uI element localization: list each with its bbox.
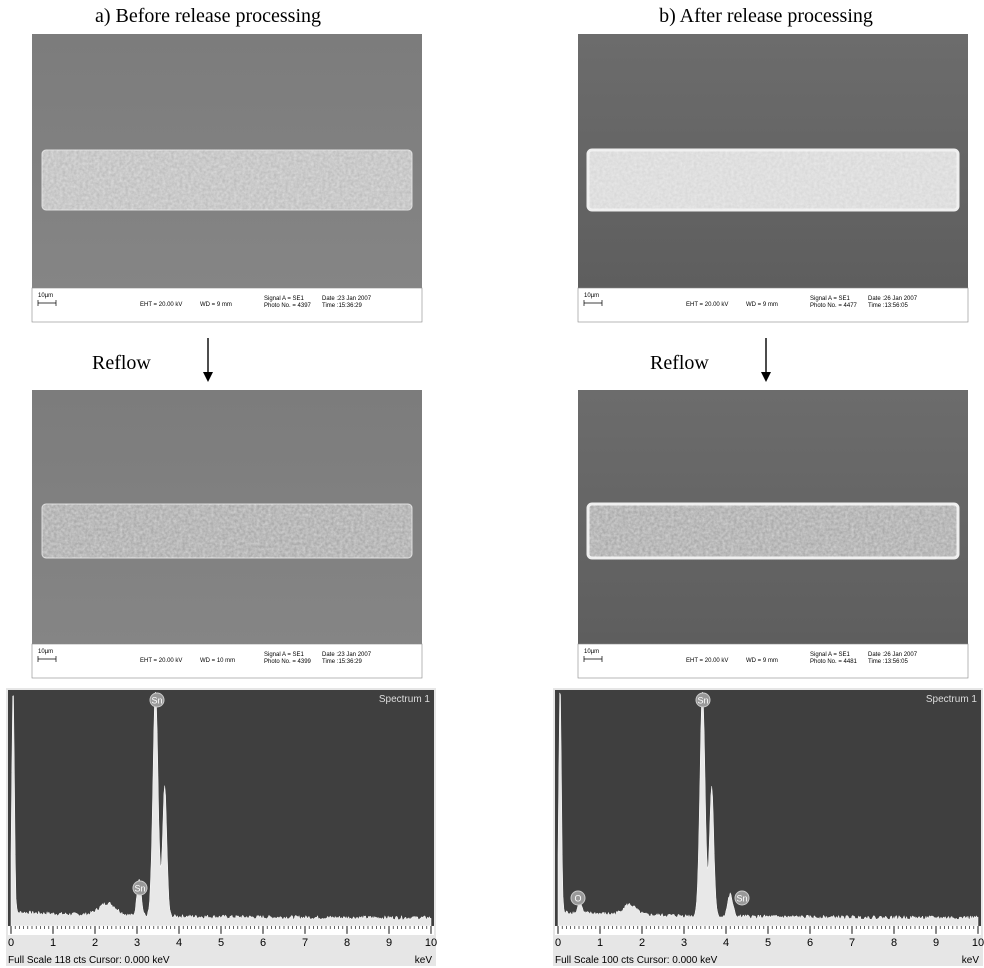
tick-label: 9 (933, 937, 939, 949)
panel-title: b) After release processing (659, 5, 873, 27)
tick-label: 8 (891, 937, 897, 949)
spectrum-title: Spectrum 1 (379, 694, 431, 705)
tick-label: 2 (639, 937, 645, 949)
peak-marker (149, 692, 165, 708)
tick-label: 0 (555, 937, 561, 949)
peak-marker (695, 692, 711, 708)
spectrum-plot (8, 690, 434, 926)
time: Time :13:56:05 (868, 303, 908, 309)
signal: Signal A = SE1 (810, 652, 851, 658)
tick-label: 2 (92, 937, 98, 949)
info-bar (577, 287, 969, 323)
sem-image: 10µm EHT = 20.00 kV WD = 9 mm Signal A = SE… (577, 34, 969, 323)
photo-number: Photo No. = 4399 (264, 659, 312, 665)
date: Date :26 Jan 2007 (868, 296, 918, 302)
sem-image: 10µm EHT = 20.00 kV WD = 9 mm Signal A = SE… (31, 34, 423, 323)
panel-title: a) Before release processing (95, 5, 321, 27)
tick-label: 1 (597, 937, 603, 949)
tick-label: 6 (260, 937, 266, 949)
tick-label: 4 (723, 937, 729, 949)
spectrum-plot (555, 690, 981, 926)
info-bar (31, 287, 423, 323)
wd: WD = 9 mm (746, 302, 778, 308)
unit-label: keV (415, 955, 433, 966)
tick-label: 8 (344, 937, 350, 949)
sample-texture (588, 150, 958, 210)
step-label: Reflow (650, 352, 709, 374)
sem-image: 10µm EHT = 20.00 kV WD = 10 mm Signal A = S… (31, 390, 423, 679)
peak-label: Sn (134, 884, 145, 894)
signal: Signal A = SE1 (264, 652, 305, 658)
time: Time :15:36:29 (322, 303, 362, 309)
peak-marker (570, 890, 586, 906)
photo-number: Photo No. = 4477 (810, 303, 858, 309)
arrow-head (203, 372, 213, 382)
tick-label: 4 (176, 937, 182, 949)
date: Date :26 Jan 2007 (868, 652, 918, 658)
spectrum-trace (557, 691, 979, 927)
tick-label: 5 (218, 937, 224, 949)
scale-label: 10µm (584, 293, 599, 299)
peak-marker (132, 880, 148, 896)
peak-label: Sn (697, 696, 708, 706)
info-bar (577, 643, 969, 679)
spectrum-title: Spectrum 1 (926, 694, 978, 705)
tick-label: 7 (302, 937, 308, 949)
tick-label: 5 (765, 937, 771, 949)
sem-image: 10µm EHT = 20.00 kV WD = 9 mm Signal A = SE… (577, 390, 969, 679)
eht: EHT = 20.00 kV (686, 658, 728, 664)
time: Time :13:56:05 (868, 659, 908, 665)
step-label: Reflow (92, 352, 151, 374)
wd: WD = 9 mm (746, 658, 778, 664)
signal: Signal A = SE1 (810, 296, 851, 302)
wd: WD = 10 mm (200, 658, 235, 664)
scale-label: 10µm (38, 293, 53, 299)
sample-texture (42, 150, 412, 210)
time: Time :15:36:29 (322, 659, 362, 665)
peak-label: Sn (151, 696, 162, 706)
info-bar (31, 643, 423, 679)
tick-label: 1 (50, 937, 56, 949)
sample-texture (588, 504, 958, 558)
spectrum-footer: Full Scale 100 cts Cursor: 0.000 keV (555, 955, 718, 966)
tick-label: 10 (972, 937, 984, 949)
tick-label: 3 (681, 937, 687, 949)
peak-label: O (574, 894, 581, 904)
spectrum-footer: Full Scale 118 cts Cursor: 0.000 keV (8, 955, 170, 966)
photo-number: Photo No. = 4397 (264, 303, 312, 309)
signal: Signal A = SE1 (264, 296, 305, 302)
scale-bar (583, 300, 603, 306)
spectrum-trace (10, 691, 432, 927)
arrow-head (761, 372, 771, 382)
tick-label: 0 (8, 937, 14, 949)
tick-label: 10 (425, 937, 437, 949)
eht: EHT = 20.00 kV (140, 302, 182, 308)
scale-bar (37, 300, 57, 306)
eht: EHT = 20.00 kV (140, 658, 182, 664)
peak-marker (734, 890, 750, 906)
tick-label: 3 (134, 937, 140, 949)
peak-label: Sn (736, 894, 747, 904)
scale-label: 10µm (584, 649, 599, 655)
unit-label: keV (962, 955, 980, 966)
wd: WD = 9 mm (200, 302, 232, 308)
date: Date :23 Jan 2007 (322, 296, 372, 302)
scale-bar (37, 656, 57, 662)
scale-bar (583, 656, 603, 662)
tick-label: 7 (849, 937, 855, 949)
tick-label: 6 (807, 937, 813, 949)
sample-texture (42, 504, 412, 558)
photo-number: Photo No. = 4481 (810, 659, 858, 665)
eht: EHT = 20.00 kV (686, 302, 728, 308)
spectrum: Spectrum 1 O Sn Sn 0 1 2 3 4 5 6 7 8 9 10 keV Full Scale… (553, 688, 984, 966)
scale-label: 10µm (38, 649, 53, 655)
spectrum: Spectrum 1 Sn Sn 0 1 2 3 4 5 6 7 8 9 10 keV Full Scale … (6, 688, 437, 966)
date: Date :23 Jan 2007 (322, 652, 372, 658)
tick-label: 9 (386, 937, 392, 949)
